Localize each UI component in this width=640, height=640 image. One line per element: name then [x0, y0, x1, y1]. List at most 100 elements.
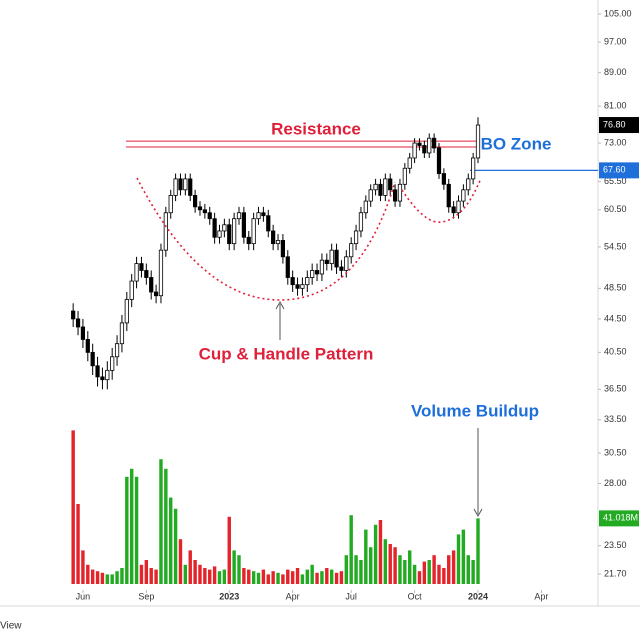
volume-bar	[344, 555, 349, 584]
candle-body	[466, 178, 471, 191]
x-tick-label: Jul	[345, 591, 357, 601]
candle-body	[168, 195, 173, 214]
cup-curve	[136, 177, 396, 301]
candle-body	[353, 230, 359, 245]
candle-body	[363, 200, 368, 214]
candle-body	[110, 356, 115, 371]
volume-bar	[139, 564, 144, 584]
y-tick-label: 60.50	[604, 204, 627, 214]
volume-bar	[183, 564, 188, 584]
volume-bar	[378, 520, 383, 584]
candle-body	[280, 240, 286, 258]
y-tick-label: 65.50	[604, 176, 627, 186]
candle-body	[95, 365, 100, 378]
volume-bar	[476, 518, 480, 584]
candle-body	[163, 212, 168, 251]
volume-bar	[447, 555, 451, 584]
volume-bar	[110, 574, 114, 584]
candle-body	[153, 291, 159, 297]
volume-bar	[432, 555, 436, 584]
volume-bar	[310, 564, 314, 584]
volume-arrowhead	[473, 508, 483, 518]
volume-bar	[354, 555, 358, 584]
volume-bar	[286, 569, 290, 584]
candle-body	[266, 215, 271, 232]
y-tick-label: 28.00	[604, 478, 627, 488]
volume-bar	[315, 572, 319, 584]
volume-bar	[427, 560, 431, 584]
volume-bar	[188, 550, 192, 584]
volume-bar	[100, 572, 105, 584]
candle-body	[456, 200, 461, 214]
candle-body	[368, 189, 373, 202]
candle-body	[392, 189, 398, 202]
candle-body	[417, 142, 422, 146]
x-tick-label: Jun	[76, 591, 91, 601]
volume-bar	[212, 566, 217, 584]
candle-body	[300, 284, 305, 289]
volume-bar	[339, 571, 344, 584]
candle-body	[324, 259, 329, 264]
breakout-label-box	[599, 162, 639, 179]
candle-body	[246, 236, 251, 245]
candle-body	[90, 351, 95, 367]
volume-bar	[276, 572, 280, 584]
y-tick-label: 105.00	[604, 8, 632, 18]
volume-bar	[393, 547, 397, 584]
candle-body	[192, 195, 198, 208]
y-tick-label: 81.00	[604, 100, 627, 110]
candle-body	[158, 249, 164, 297]
candle-body	[256, 212, 261, 220]
x-tick-label: 2024	[468, 591, 488, 601]
volume-label: Volume Buildup	[411, 401, 539, 420]
volume-bar	[154, 569, 158, 584]
candle-body	[232, 218, 237, 245]
candle-body	[251, 218, 256, 245]
volume-bar	[247, 569, 251, 584]
candle-body	[295, 284, 300, 289]
y-tick-label: 36.50	[604, 384, 627, 394]
candle-body	[227, 224, 232, 245]
candle-body	[471, 157, 476, 180]
volume-bar	[251, 571, 256, 584]
candle-body	[446, 183, 451, 208]
candle-body	[236, 212, 242, 220]
volume-bar	[349, 515, 353, 584]
volume-bar	[71, 430, 75, 584]
volume-bar	[144, 560, 149, 584]
candle-body	[212, 218, 217, 238]
y-tick-label: 97.00	[604, 36, 627, 46]
candle-body	[217, 230, 222, 238]
candle-body	[432, 137, 437, 149]
candle-body	[119, 322, 125, 345]
candle-body	[139, 263, 144, 271]
volume-bar	[261, 569, 266, 584]
volume-bar	[368, 547, 373, 584]
y-tick-label: 54.50	[604, 241, 627, 251]
volume-bar	[159, 459, 163, 584]
candle-body	[261, 212, 266, 217]
volume-bar	[290, 571, 295, 584]
volume-bar	[412, 564, 417, 584]
volume-bar	[178, 539, 183, 584]
candle-body	[134, 263, 139, 282]
candle-body	[334, 249, 339, 268]
candle-body	[149, 277, 154, 293]
candle-body	[71, 310, 76, 320]
candle-body	[100, 376, 105, 381]
candle-body	[388, 178, 393, 191]
candle-body	[451, 206, 456, 214]
volume-bar	[120, 568, 124, 584]
y-tick-label: 48.50	[604, 283, 627, 293]
volume-bar	[76, 504, 80, 584]
candle-body	[407, 157, 412, 169]
candle-body	[373, 183, 378, 191]
volume-bar	[173, 508, 178, 584]
candle-body	[129, 280, 134, 300]
volume-last-label: 41.018M	[603, 513, 638, 523]
volume-bar	[437, 564, 441, 584]
volume-bar	[203, 568, 207, 584]
last-close-label-box	[599, 117, 639, 134]
x-tick-label: 2023	[219, 591, 239, 601]
